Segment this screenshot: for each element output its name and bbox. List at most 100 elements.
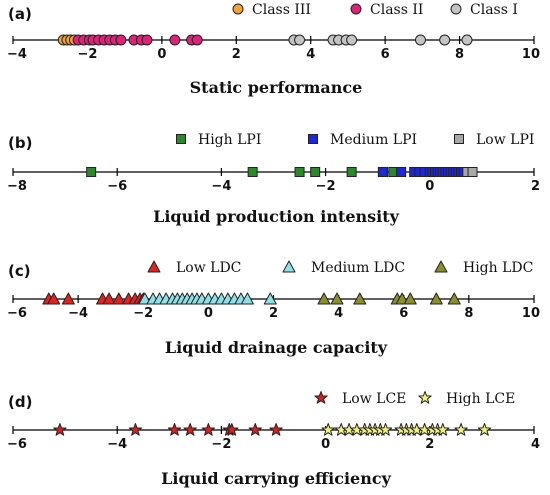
legend-entry: Low LPI bbox=[454, 132, 534, 148]
data-point bbox=[395, 292, 409, 305]
data-point bbox=[454, 423, 468, 436]
panel-d: (d) Low LCE High LCE −6 −4 −2 0 2 4 Liquid carryi… bbox=[7, 391, 540, 488]
data-point bbox=[403, 292, 417, 305]
x-tick-label: 2 bbox=[425, 437, 434, 452]
x-tick-label: 8 bbox=[464, 306, 473, 321]
data-point bbox=[353, 292, 367, 305]
x-tick-label: 4 bbox=[531, 437, 540, 452]
data-point bbox=[461, 34, 473, 46]
x-tick-label: 10 bbox=[522, 306, 540, 321]
x-tick-label: 0 bbox=[321, 437, 330, 452]
series bbox=[321, 423, 492, 436]
x-tick-label: −8 bbox=[7, 179, 27, 194]
data-point bbox=[467, 167, 478, 177]
panel-title: Static performance bbox=[190, 78, 363, 97]
x-tick-label: 6 bbox=[381, 47, 390, 62]
legend-entry: Class II bbox=[350, 2, 423, 18]
panel-title: Liquid production intensity bbox=[153, 207, 400, 226]
legend-label: Class III bbox=[252, 2, 311, 18]
x-tick-label: 8 bbox=[455, 47, 464, 62]
data-point bbox=[167, 423, 182, 436]
legend-entry: Medium LPI bbox=[308, 132, 417, 148]
legend-label: High LPI bbox=[198, 132, 261, 148]
data-point bbox=[128, 423, 143, 436]
data-point bbox=[310, 167, 321, 177]
data-point bbox=[346, 167, 357, 177]
data-point bbox=[263, 292, 277, 305]
series bbox=[53, 423, 283, 436]
legend-label: High LDC bbox=[463, 260, 533, 276]
data-point bbox=[169, 34, 181, 46]
legend-marker bbox=[147, 260, 161, 273]
series bbox=[72, 34, 203, 46]
series bbox=[317, 292, 461, 305]
data-point bbox=[115, 34, 127, 46]
data-point bbox=[183, 423, 197, 436]
legend-marker bbox=[450, 3, 462, 15]
panel-label: (b) bbox=[8, 134, 32, 152]
legend-marker bbox=[418, 391, 432, 404]
data-point bbox=[436, 423, 450, 436]
legend-marker bbox=[314, 391, 328, 404]
legend-entry: High LDC bbox=[434, 260, 533, 276]
data-point bbox=[447, 292, 461, 305]
data-point bbox=[317, 292, 331, 305]
x-tick-label: −4 bbox=[211, 179, 231, 194]
data-point bbox=[378, 423, 393, 436]
legend-entry: High LPI bbox=[176, 132, 261, 148]
data-point bbox=[321, 423, 335, 436]
panel-a: (a) Class III Class II Class I −4 −2 0 2 4 6 8 10 St… bbox=[7, 2, 540, 97]
data-point bbox=[330, 292, 344, 305]
legend-entry: Class I bbox=[450, 2, 518, 18]
panel-title: Liquid carrying efficiency bbox=[161, 469, 391, 488]
series bbox=[138, 292, 277, 305]
x-tick-label: 10 bbox=[522, 47, 540, 62]
data-point bbox=[225, 423, 239, 436]
x-tick-label: −6 bbox=[107, 179, 127, 194]
data-point bbox=[414, 34, 426, 46]
x-tick-label: −2 bbox=[316, 179, 336, 194]
panel-b: (b) High LPI Medium LPI Low LPI −8 −6 −4 −2 0 2 Li… bbox=[7, 132, 540, 226]
legend-label: High LCE bbox=[446, 391, 515, 407]
x-tick-label: 4 bbox=[306, 47, 315, 62]
legend-marker bbox=[454, 134, 464, 144]
x-tick-label: −4 bbox=[68, 306, 88, 321]
legend-label: Medium LDC bbox=[311, 260, 405, 276]
legend-label: Low LDC bbox=[176, 260, 241, 276]
legend-label: Medium LPI bbox=[330, 132, 417, 148]
x-tick-label: −4 bbox=[107, 437, 127, 452]
data-point bbox=[240, 292, 254, 305]
data-point bbox=[294, 34, 306, 46]
panel-c: (c) Low LDC Medium LDC High LDC −6 −4 −2 0 2 4 6 8 1… bbox=[7, 260, 540, 357]
legend-label: Low LCE bbox=[342, 391, 406, 407]
data-point bbox=[141, 34, 153, 46]
data-point bbox=[53, 423, 67, 436]
data-point bbox=[294, 167, 305, 177]
legend-entry: Class III bbox=[232, 2, 311, 18]
data-point bbox=[102, 292, 116, 305]
data-point bbox=[346, 34, 358, 46]
legend-marker bbox=[434, 260, 448, 273]
x-tick-label: −6 bbox=[7, 437, 27, 452]
data-point bbox=[191, 34, 203, 46]
x-tick-label: 2 bbox=[269, 306, 278, 321]
x-tick-label: 0 bbox=[204, 306, 213, 321]
x-tick-label: 2 bbox=[232, 47, 241, 62]
legend-marker bbox=[232, 3, 244, 15]
data-point bbox=[86, 167, 97, 177]
legend-entry: Low LDC bbox=[147, 260, 241, 276]
series bbox=[42, 292, 150, 305]
panel-label: (a) bbox=[8, 5, 32, 23]
data-point bbox=[47, 292, 61, 305]
data-point bbox=[248, 423, 262, 436]
x-tick-label: 2 bbox=[531, 179, 540, 194]
x-tick-label: −6 bbox=[7, 306, 27, 321]
x-tick-label: −2 bbox=[133, 306, 153, 321]
data-point bbox=[269, 423, 283, 436]
legend-marker bbox=[308, 134, 318, 144]
legend-label: Class I bbox=[470, 2, 518, 18]
data-point bbox=[247, 167, 258, 177]
panel-label: (c) bbox=[8, 262, 31, 280]
legend-entry: Medium LDC bbox=[282, 260, 405, 276]
